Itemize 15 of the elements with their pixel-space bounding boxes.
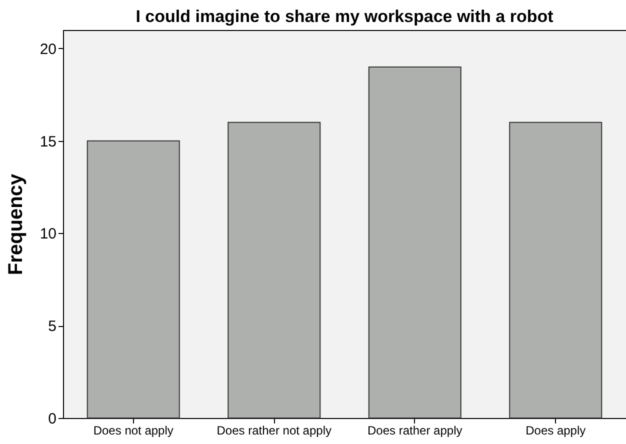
x-tick-label: Does rather not apply	[216, 424, 332, 438]
y-tick-label: 10	[40, 226, 56, 243]
x-tick-label: Does not apply	[93, 424, 174, 438]
x-tick-label: Does rather apply	[368, 424, 462, 438]
y-tick-label: 20	[40, 40, 56, 58]
x-tick-label: Does apply	[526, 424, 586, 438]
bar	[228, 122, 321, 418]
y-tick-label: 0	[48, 410, 56, 428]
bar	[86, 140, 180, 418]
chart-title: I could imagine to share my workspace with a robot	[136, 7, 554, 26]
y-axis-title: Frequency	[4, 173, 27, 276]
bar	[368, 66, 462, 418]
y-tick-label: 15	[40, 133, 56, 150]
y-tick-label: 5	[48, 318, 56, 336]
bar	[509, 122, 602, 418]
